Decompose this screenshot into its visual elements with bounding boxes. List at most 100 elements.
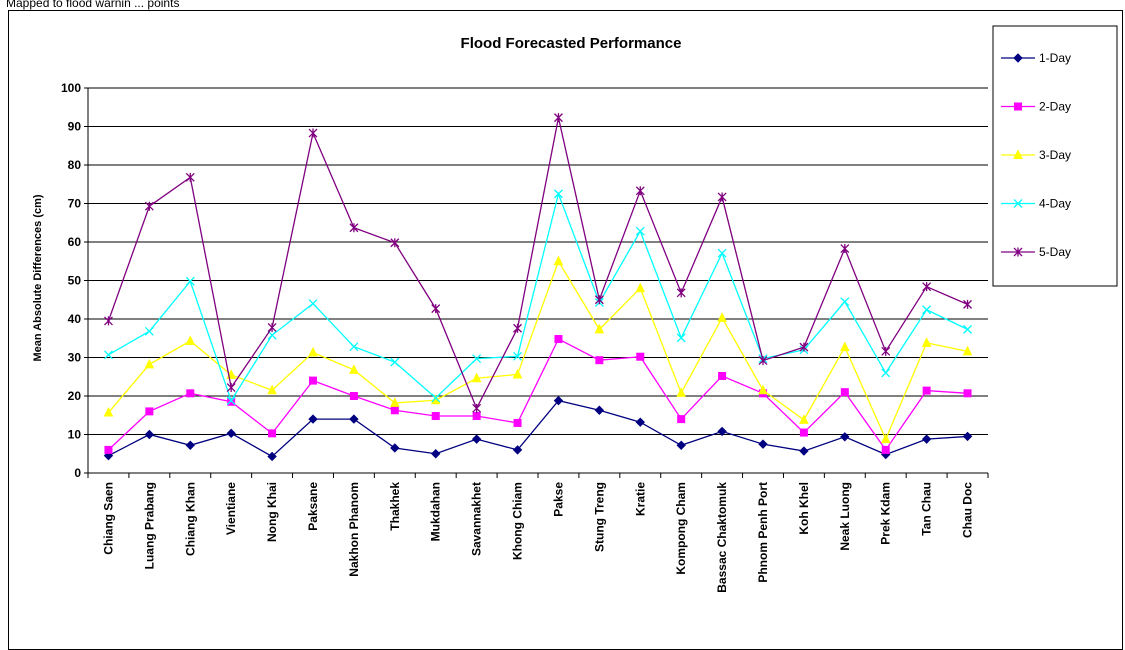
legend-label: 5-Day	[1039, 245, 1071, 259]
x-tick-label: Chiang Khan	[183, 482, 197, 556]
data-point	[758, 439, 768, 449]
data-point	[595, 356, 604, 365]
data-point	[309, 376, 317, 385]
x-tick-label: Khong Chiam	[511, 482, 525, 560]
x-tick-label: Chau Doc	[961, 482, 975, 538]
legend: 1-Day 2-Day 3-Day 4-Day 5-Day	[992, 25, 1118, 287]
chart-title: Flood Forecasted Performance	[461, 35, 682, 52]
data-point	[186, 389, 195, 398]
y-tick-label: 40	[68, 312, 82, 326]
data-point	[390, 443, 400, 453]
data-point	[922, 386, 931, 395]
legend-item: 5-Day	[1001, 245, 1071, 259]
data-point	[103, 406, 114, 417]
x-tick-label: Kratie	[633, 482, 647, 516]
x-tick-label: Prek Kdam	[879, 482, 893, 545]
legend-item: 3-Day	[1001, 148, 1071, 162]
data-point	[308, 299, 318, 309]
data-point	[512, 445, 523, 455]
y-tick-label: 0	[74, 466, 81, 480]
data-point	[921, 337, 932, 347]
data-point	[840, 244, 850, 254]
data-point	[267, 322, 277, 332]
data-point	[513, 351, 523, 361]
x-tick-label: Neak Luong	[838, 482, 852, 551]
data-point	[349, 223, 359, 233]
series-2	[104, 335, 972, 454]
data-point	[554, 335, 563, 344]
data-point	[799, 446, 809, 456]
data-point	[553, 255, 564, 266]
data-point	[145, 407, 154, 416]
x-tick-label: Nakhon Phanom	[347, 482, 361, 577]
x-tick-label: Nong Khai	[265, 482, 279, 542]
y-tick-label: 90	[68, 120, 82, 134]
data-point	[308, 414, 318, 424]
data-point	[553, 113, 563, 123]
data-point	[962, 345, 973, 356]
data-point	[881, 445, 890, 454]
series-line	[108, 191, 968, 403]
data-point	[594, 323, 605, 334]
data-point	[103, 350, 113, 360]
data-point	[390, 238, 400, 248]
data-point	[390, 406, 399, 415]
data-point	[144, 358, 155, 369]
y-tick-label: 100	[61, 81, 81, 95]
x-tick-label: Mukdahan	[429, 482, 443, 541]
y-tick-label: 70	[68, 197, 82, 211]
y-tick-label: 80	[68, 158, 82, 172]
data-point	[349, 392, 358, 400]
data-point	[881, 346, 891, 356]
y-axis-label: Mean Absolute Differences (cm)	[32, 194, 44, 361]
data-point	[267, 384, 277, 395]
data-point	[880, 433, 891, 444]
data-point	[267, 451, 277, 462]
data-point	[635, 226, 645, 236]
series-line	[108, 399, 968, 458]
data-point	[512, 368, 523, 379]
data-point	[635, 186, 645, 196]
data-point	[963, 299, 973, 309]
data-point	[472, 412, 481, 421]
x-tick-label: Paksane	[306, 482, 320, 531]
data-point	[963, 324, 973, 334]
data-point	[676, 440, 686, 450]
series-5	[103, 113, 973, 413]
data-point	[349, 342, 359, 352]
axes	[84, 87, 989, 478]
data-point	[103, 316, 113, 326]
data-point	[390, 397, 400, 407]
data-point	[881, 368, 891, 378]
x-tick-label: Chiang Saen	[101, 482, 115, 555]
x-tick-label: Bassac Chaktomuk	[715, 482, 729, 593]
data-point	[799, 342, 809, 352]
y-tick-label: 30	[68, 351, 82, 365]
x-tick-label: Koh Khel	[797, 482, 811, 535]
legend-swatch-marker	[1013, 149, 1023, 159]
data-point	[104, 445, 113, 454]
x-tick-label: Tan Chau	[920, 482, 934, 536]
data-point	[226, 383, 236, 393]
data-point	[185, 276, 195, 286]
legend-box	[992, 25, 1118, 287]
data-point	[921, 434, 932, 444]
data-point	[431, 304, 441, 314]
data-point	[758, 356, 768, 366]
data-point	[472, 354, 482, 364]
data-point	[185, 440, 195, 450]
legend-item: 4-Day	[1001, 197, 1071, 211]
data-point	[431, 412, 440, 421]
y-tick-labels: 0 10 20 30 40 50 60 70 80 90 100	[61, 81, 81, 480]
legend-item: 2-Day	[1001, 100, 1071, 114]
data-point	[799, 414, 809, 424]
legend-swatch-marker	[1013, 53, 1023, 63]
x-tick-labels: Chiang Saen Luang Prabang Chiang Khan Vient…	[101, 482, 974, 593]
data-point	[717, 312, 727, 322]
data-point	[840, 388, 849, 397]
data-point	[185, 172, 195, 182]
data-point	[922, 305, 932, 315]
data-point	[390, 357, 400, 367]
data-point	[553, 189, 563, 199]
x-tick-label: Savannakhet	[470, 482, 484, 556]
